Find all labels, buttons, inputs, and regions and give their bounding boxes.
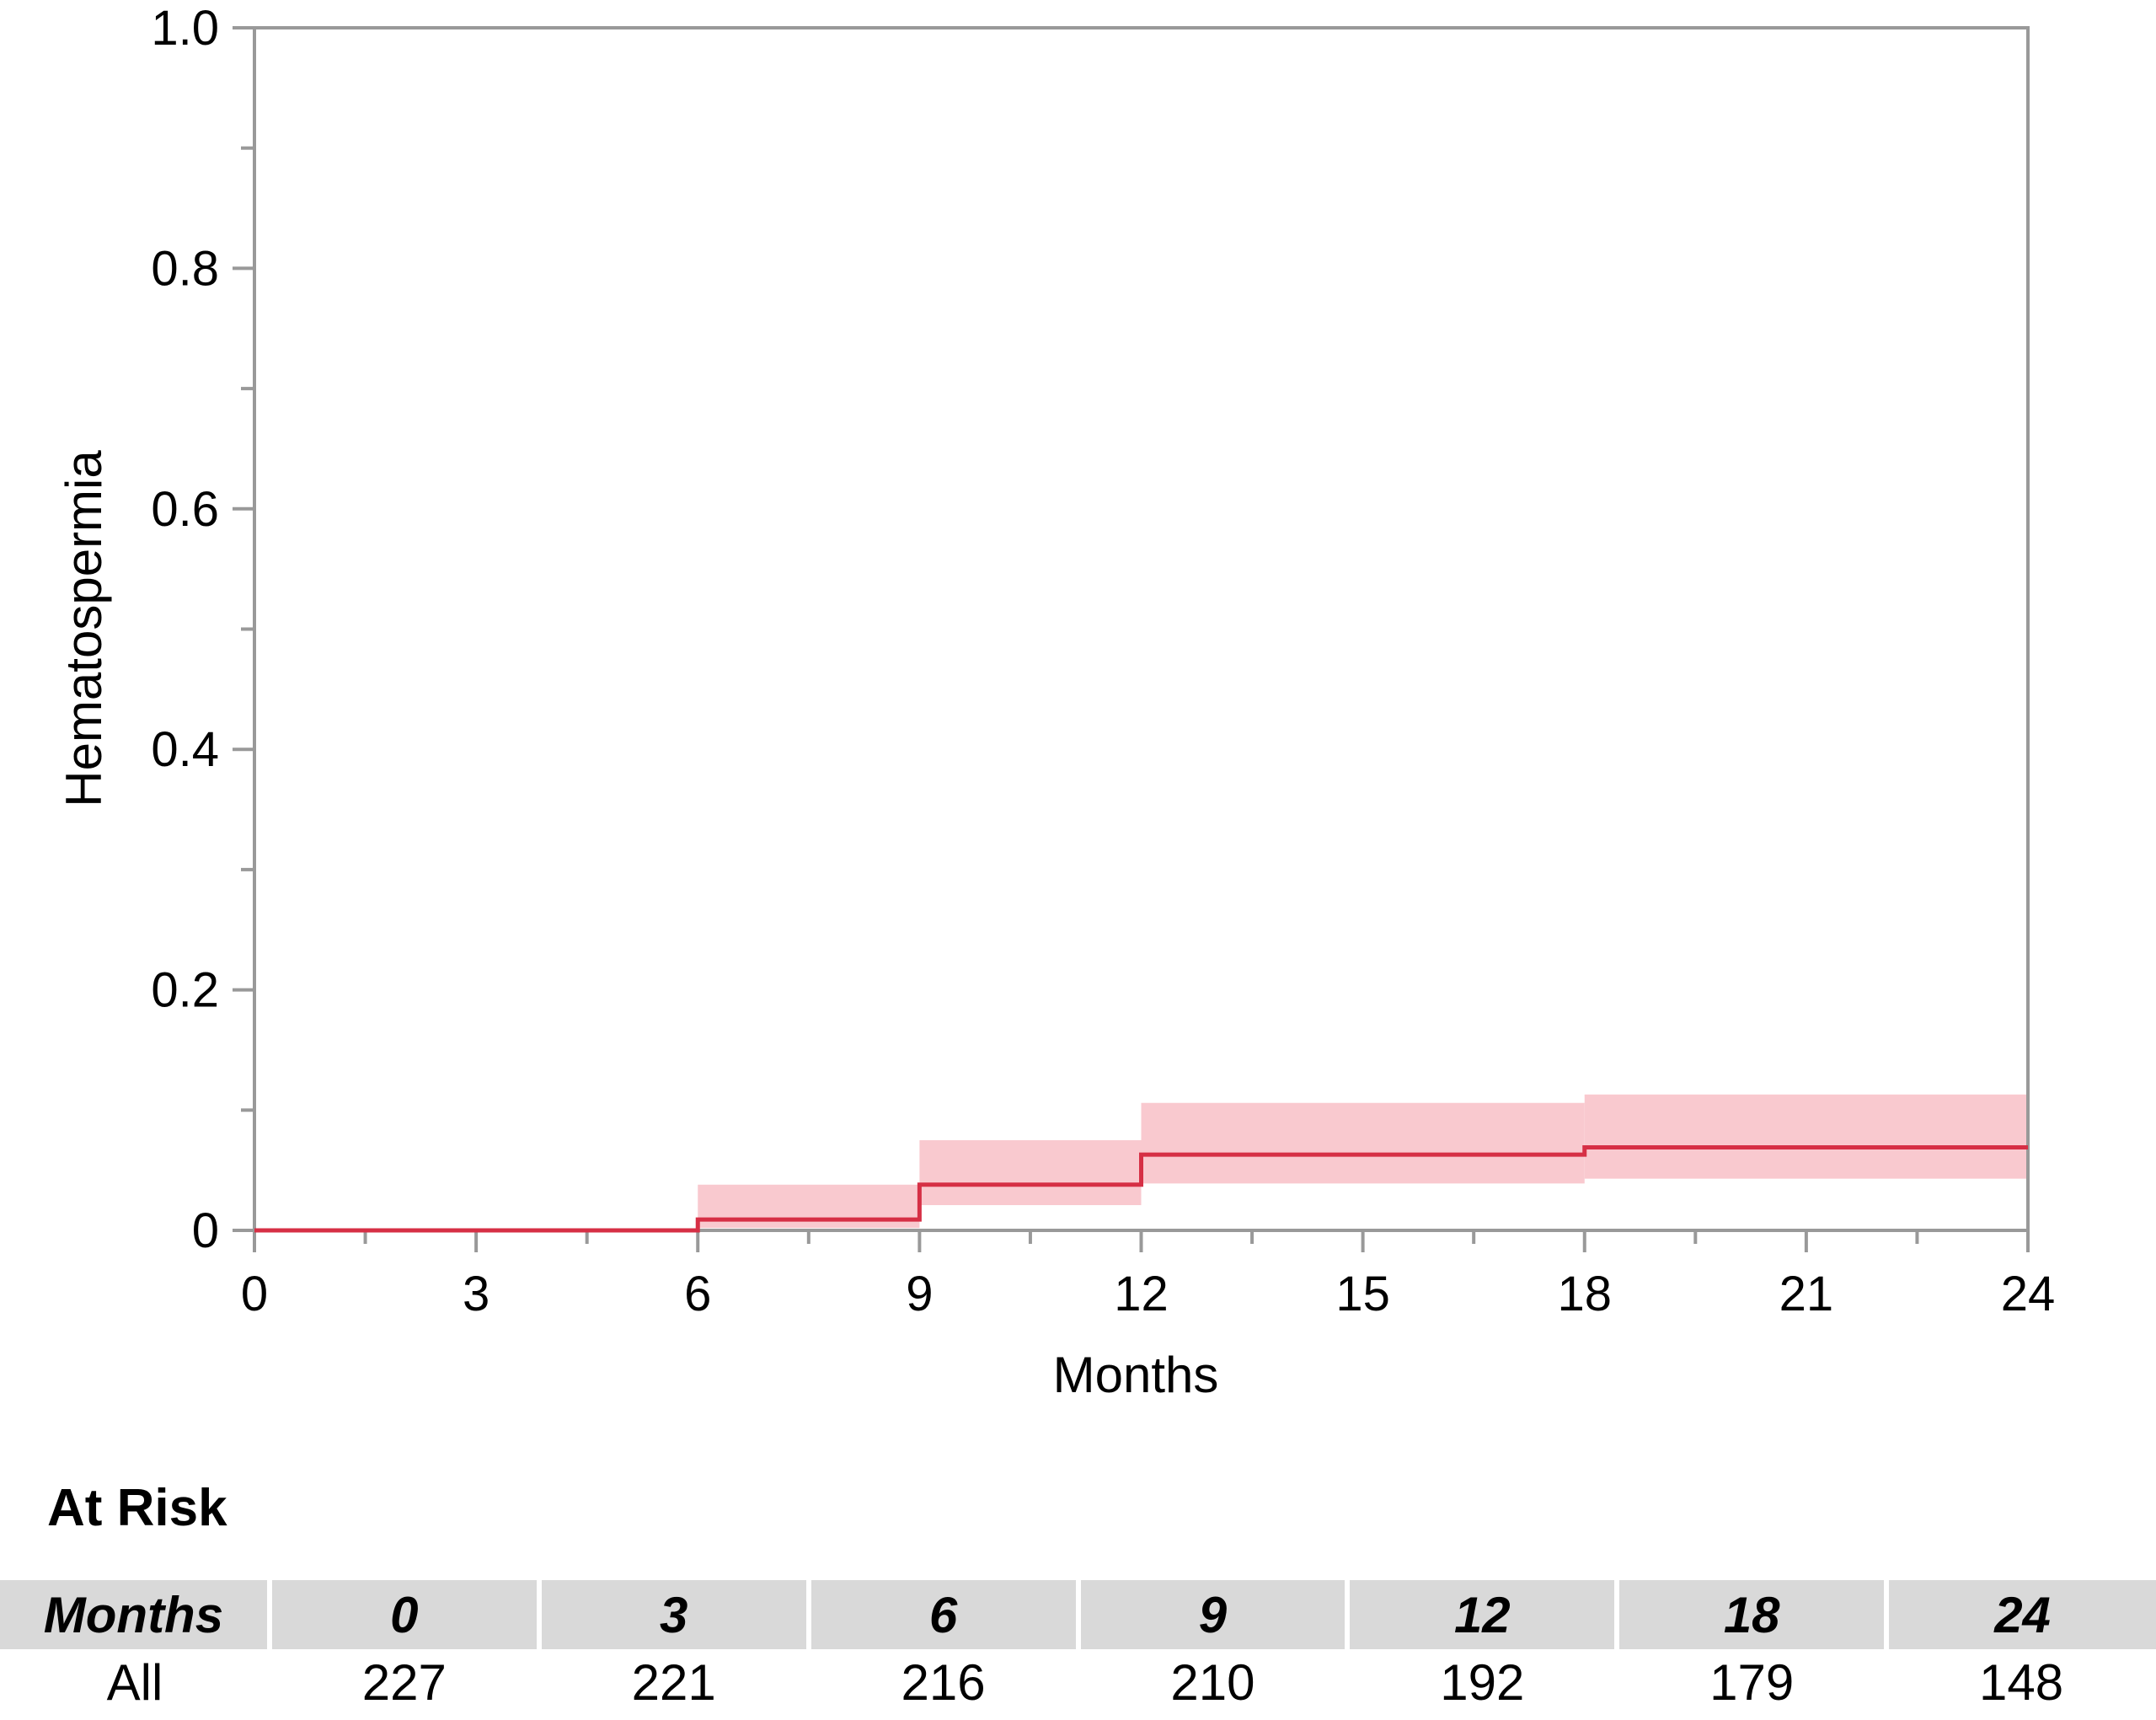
risk-cell: 227 — [361, 1653, 447, 1711]
risk-header-cell: 24 — [1884, 1580, 2156, 1649]
risk-cell: 216 — [901, 1653, 986, 1711]
x-tick-label: 15 — [1335, 1267, 1390, 1321]
risk-header-cell: 3 — [536, 1580, 809, 1649]
km-chart: 0 3 6 9 12 15 18 21 24 0 0.2 0.4 0.6 0.8 1.0 Months He… — [56, 1, 2055, 1403]
x-tick-label: 24 — [2001, 1267, 2056, 1321]
y-tick-label: 0.4 — [151, 722, 219, 777]
risk-header-label: Months — [0, 1580, 270, 1649]
risk-table: Months 0 3 6 9 12 18 24 All 227 221 216 … — [0, 1580, 2156, 1715]
risk-header-cell: 12 — [1345, 1580, 1618, 1649]
x-tick-label: 0 — [241, 1267, 268, 1321]
survival-line-layer — [254, 1145, 2028, 1233]
risk-cell: 179 — [1709, 1653, 1795, 1711]
risk-cell: 221 — [631, 1653, 716, 1711]
x-tick-label: 18 — [1557, 1267, 1612, 1321]
y-tick-label: 0.8 — [151, 241, 219, 296]
tick-labels: 0 3 6 9 12 15 18 21 24 0 0.2 0.4 0.6 0.8 1.0 — [151, 1, 2055, 1321]
y-tick-label: 1.0 — [151, 1, 219, 56]
confidence-band — [919, 1139, 1142, 1206]
survival-step-line — [254, 1145, 2028, 1233]
y-axis-label: Hematospermia — [56, 450, 112, 807]
axis-ticks — [233, 26, 2030, 1252]
y-tick-label: 0.2 — [151, 963, 219, 1018]
confidence-band — [1141, 1102, 1585, 1184]
risk-header-cell: 6 — [805, 1580, 1078, 1649]
risk-cell: 148 — [1979, 1653, 2064, 1711]
risk-cell: 192 — [1440, 1653, 1525, 1711]
x-tick-label: 6 — [684, 1267, 711, 1321]
risk-table-title: At Risk — [47, 1479, 227, 1537]
x-tick-label: 12 — [1114, 1267, 1169, 1321]
risk-cell: 210 — [1170, 1653, 1255, 1711]
y-tick-label: 0 — [192, 1203, 219, 1258]
x-tick-label: 21 — [1779, 1267, 1834, 1321]
risk-table-header-row: Months 0 3 6 9 12 18 24 — [0, 1580, 2156, 1649]
confidence-band-layer — [698, 1094, 2028, 1229]
risk-row-label: All — [106, 1653, 163, 1711]
risk-header-cell: 18 — [1614, 1580, 1887, 1649]
risk-table-row: All 227 221 216 210 192 179 148 — [0, 1649, 2156, 1715]
x-axis-label: Months — [1053, 1347, 1219, 1403]
confidence-band — [1584, 1094, 2028, 1179]
plot-frame — [253, 26, 2030, 1232]
risk-header-cell: 9 — [1075, 1580, 1348, 1649]
x-tick-label: 3 — [463, 1267, 490, 1321]
risk-header-cell: 0 — [266, 1580, 539, 1649]
y-tick-label: 0.6 — [151, 482, 219, 537]
x-tick-label: 9 — [906, 1267, 933, 1321]
